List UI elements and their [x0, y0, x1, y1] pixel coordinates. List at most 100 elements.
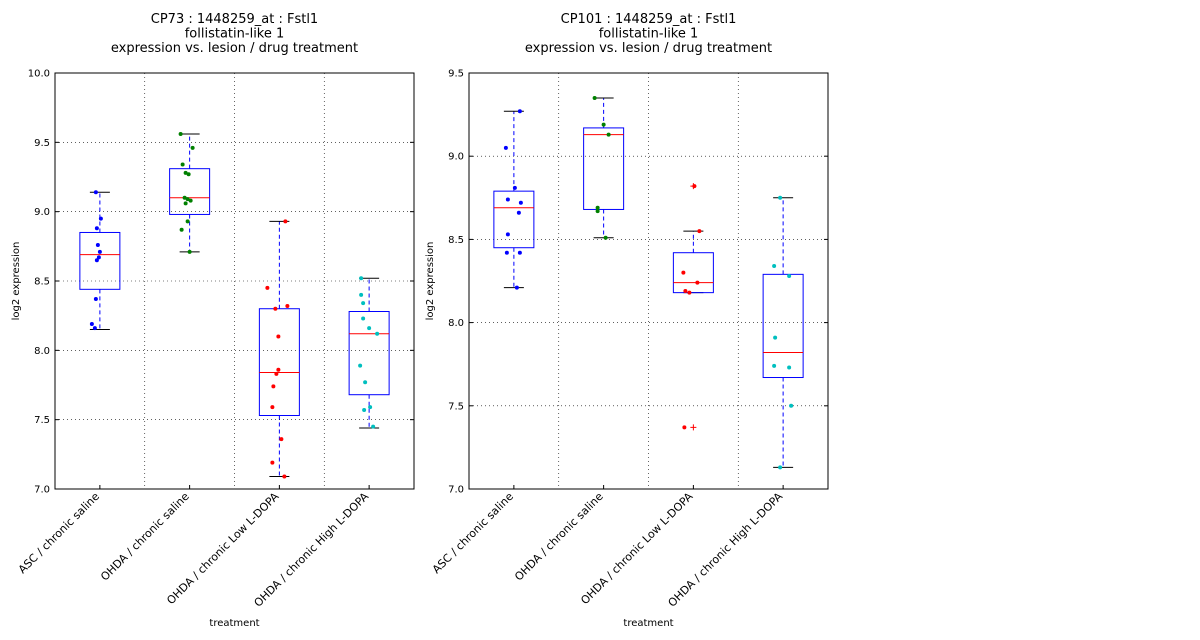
data-point	[595, 205, 600, 210]
y-axis-label: log2 expression	[11, 242, 22, 321]
data-point	[97, 249, 102, 254]
data-point	[517, 109, 522, 114]
data-point	[772, 264, 777, 269]
chart-2: CP101 : 1448259_at : Fstl1follistatin-li…	[425, 12, 829, 629]
box-1	[493, 110, 535, 289]
chart-title-line: CP73 : 1448259_at : Fstl1	[151, 12, 318, 27]
data-point	[362, 407, 367, 412]
box-2	[169, 133, 211, 253]
chart-title-line: expression vs. lesion / drug treatment	[525, 41, 772, 56]
box-4	[762, 197, 804, 468]
data-point	[367, 326, 372, 331]
data-point	[601, 122, 606, 127]
y-tick-label: 9.5	[34, 138, 50, 149]
y-tick-label: 7.0	[448, 485, 464, 496]
data-point	[516, 210, 521, 215]
data-point	[187, 249, 192, 254]
data-point	[96, 255, 101, 260]
data-point	[94, 226, 99, 231]
data-point	[279, 437, 284, 442]
data-point	[687, 290, 692, 295]
data-point	[270, 405, 275, 410]
data-point	[270, 460, 275, 465]
data-point	[283, 219, 288, 224]
box-3	[672, 183, 714, 431]
data-point	[178, 132, 183, 137]
data-point	[505, 232, 510, 237]
data-point	[592, 95, 597, 100]
data-point	[276, 334, 281, 339]
data-point	[503, 145, 508, 150]
box-iqr	[583, 127, 625, 210]
chart-title-line: follistatin-like 1	[599, 27, 699, 42]
box-3	[258, 220, 300, 478]
plot-frame	[468, 72, 829, 490]
x-tick-label: OHDA / chronic saline	[512, 490, 606, 584]
data-point	[95, 242, 100, 247]
data-point	[185, 219, 190, 224]
data-point	[361, 316, 366, 321]
data-point	[186, 172, 191, 177]
x-axis-label: treatment	[623, 618, 673, 629]
data-point	[504, 250, 509, 255]
box-iqr	[762, 273, 804, 379]
y-tick-label: 7.0	[34, 485, 50, 496]
data-point	[778, 195, 783, 200]
data-point	[285, 303, 290, 308]
box-1	[79, 191, 121, 331]
data-point	[183, 201, 188, 206]
data-point	[789, 403, 794, 408]
y-tick-label: 10.0	[28, 69, 50, 80]
data-point	[518, 200, 523, 205]
data-point	[274, 371, 279, 376]
data-point	[182, 195, 187, 200]
data-point	[180, 162, 185, 167]
box-iqr	[493, 190, 535, 249]
y-tick-label: 9.0	[34, 207, 50, 218]
data-point	[787, 274, 792, 279]
data-point	[773, 335, 778, 340]
y-tick-label: 8.0	[448, 318, 464, 329]
y-tick-label: 7.5	[34, 415, 50, 426]
data-point	[190, 145, 195, 150]
data-point	[683, 288, 688, 293]
data-point	[375, 331, 380, 336]
box-iqr	[672, 252, 714, 294]
outlier-marker	[690, 424, 697, 431]
data-point	[89, 321, 94, 326]
y-tick-label: 8.0	[34, 346, 50, 357]
data-point	[606, 132, 611, 137]
y-tick-label: 7.5	[448, 401, 464, 412]
box-2	[583, 97, 625, 239]
chart-title-line: follistatin-like 1	[185, 27, 285, 42]
data-point	[273, 306, 278, 311]
data-point	[179, 227, 184, 232]
data-point	[359, 276, 364, 281]
x-tick-label: ASC / chronic saline	[16, 490, 102, 576]
data-point	[93, 190, 98, 195]
data-point	[98, 216, 103, 221]
data-point	[358, 363, 363, 368]
data-point	[682, 425, 687, 430]
data-point	[695, 280, 700, 285]
x-tick-label: OHDA / chronic saline	[98, 490, 192, 584]
data-point	[603, 235, 608, 240]
data-point	[188, 198, 193, 203]
y-tick-label: 9.5	[448, 69, 464, 80]
data-point	[681, 270, 686, 275]
data-point	[595, 209, 600, 214]
data-point	[368, 405, 373, 410]
x-tick-label: ASC / chronic saline	[430, 490, 516, 576]
data-point	[514, 285, 519, 290]
data-point	[512, 185, 517, 190]
data-point	[265, 285, 270, 290]
data-point	[772, 363, 777, 368]
data-point	[282, 474, 287, 479]
data-point	[94, 258, 99, 263]
box-iqr	[79, 231, 121, 290]
data-point	[692, 184, 697, 189]
box-iqr	[258, 308, 300, 417]
data-point	[93, 297, 98, 302]
